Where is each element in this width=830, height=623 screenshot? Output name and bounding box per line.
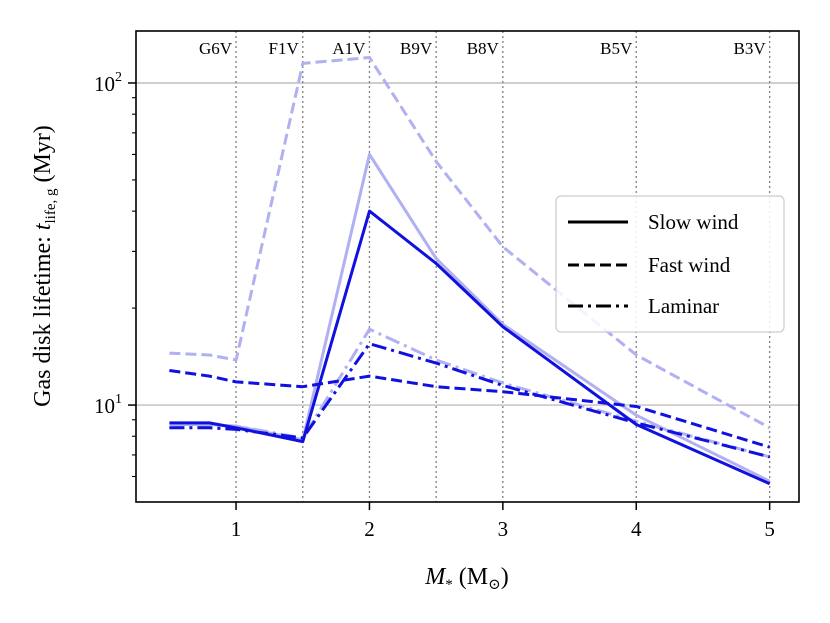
legend-label-fast-wind: Fast wind <box>648 253 731 277</box>
y-axis-ticks: 101 102 <box>94 70 136 478</box>
x-tick-label-4: 4 <box>631 517 642 541</box>
spectral-label-a1v: A1V <box>332 39 366 58</box>
legend: Slow wind Fast wind Laminar <box>555 195 785 333</box>
series-line-fast-wind <box>169 369 771 449</box>
x-tick-label-2: 2 <box>364 517 375 541</box>
x-tick-label-1: 1 <box>231 517 242 541</box>
x-tick-label-3: 3 <box>498 517 509 541</box>
spectral-label-b3v: B3V <box>734 39 767 58</box>
spectral-label-b9v: B9V <box>400 39 433 58</box>
series-line-laminar <box>169 342 771 459</box>
spectral-label-b8v: B8V <box>467 39 500 58</box>
legend-box <box>555 195 785 333</box>
series-line-slow-wind <box>169 209 771 486</box>
legend-label-laminar: Laminar <box>648 294 719 318</box>
y-tick-label-10: 101 <box>94 392 122 418</box>
spectral-label-f1v: F1V <box>269 39 300 58</box>
x-tick-label-5: 5 <box>764 517 775 541</box>
plot-frame <box>135 30 800 503</box>
spectral-type-labels: G6V F1V A1V B9V B8V B5V B3V <box>199 39 766 58</box>
x-axis-ticks: 1 2 3 4 5 <box>231 502 775 541</box>
spectral-label-b5v: B5V <box>600 39 633 58</box>
spectral-label-g6v: G6V <box>199 39 233 58</box>
y-axis-label: Gas disk lifetime: tlife, g (Myr) <box>30 125 59 407</box>
y-tick-label-100: 102 <box>94 70 122 96</box>
x-axis-label: M* (M⊙) <box>424 564 508 593</box>
series-line-laminar-light <box>169 327 771 459</box>
gridlines <box>136 82 799 406</box>
legend-label-slow-wind: Slow wind <box>648 210 739 234</box>
